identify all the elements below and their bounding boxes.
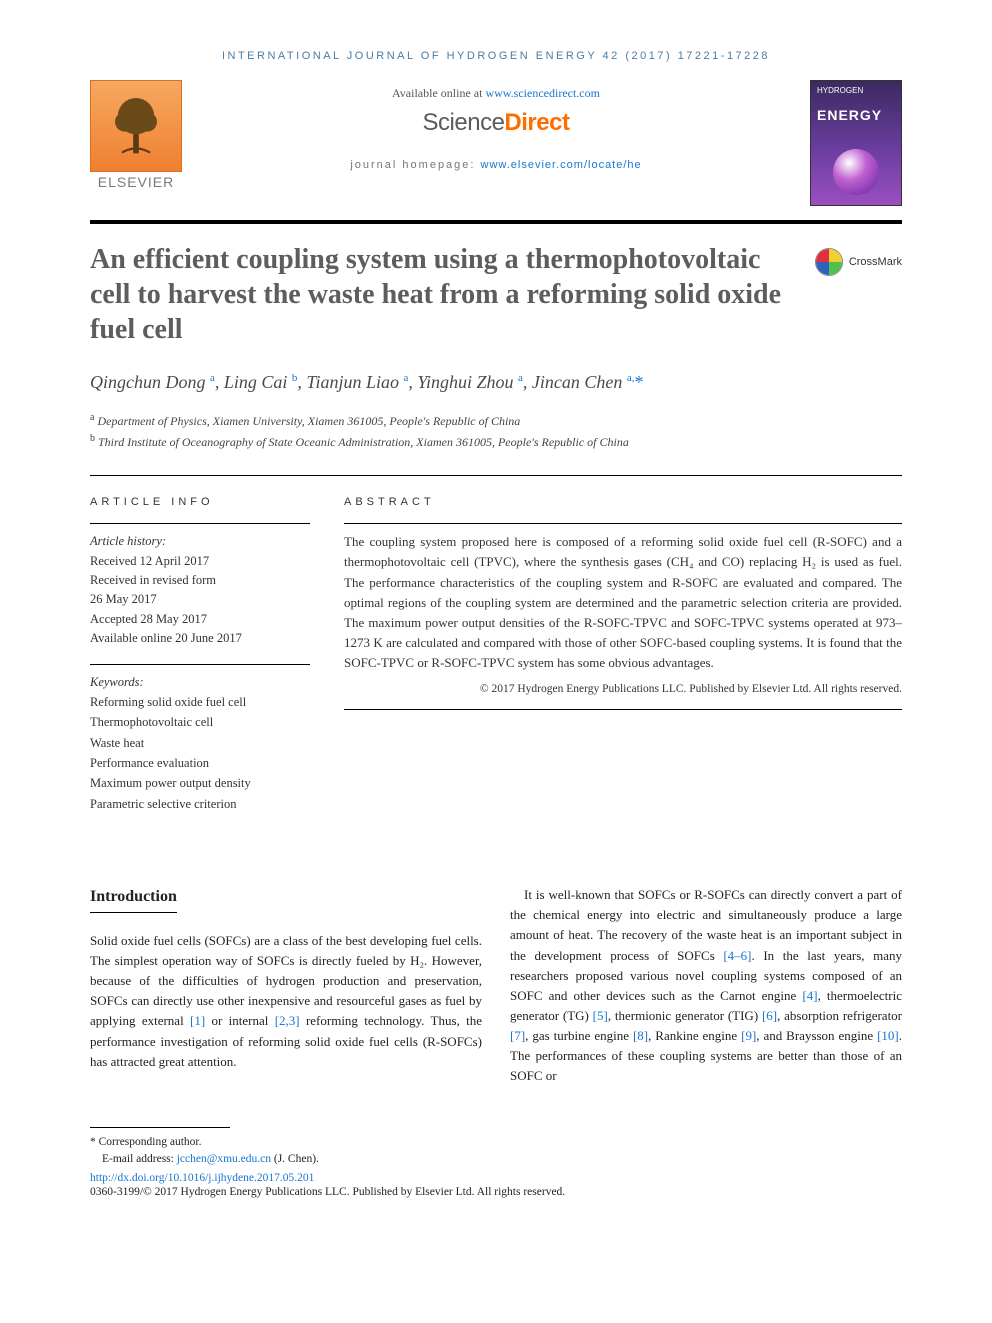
crossmark-icon bbox=[815, 248, 843, 276]
keywords-label: Keywords: bbox=[90, 673, 310, 692]
intro-paragraph-2: It is well-known that SOFCs or R-SOFCs c… bbox=[510, 885, 902, 1086]
cover-graphic-icon bbox=[833, 149, 879, 195]
article-history: Received 12 April 2017Received in revise… bbox=[90, 552, 310, 649]
sd-logo-part2: Direct bbox=[504, 109, 569, 136]
sciencedirect-link[interactable]: www.sciencedirect.com bbox=[485, 86, 600, 100]
cover-line-2: ENERGY bbox=[817, 107, 895, 123]
article-info-heading: ARTICLE INFO bbox=[90, 494, 310, 511]
keyword: Maximum power output density bbox=[90, 774, 310, 793]
affiliation: a Department of Physics, Xiamen Universi… bbox=[90, 410, 902, 431]
keywords-list: Reforming solid oxide fuel cellThermopho… bbox=[90, 693, 310, 814]
citation-link[interactable]: [9] bbox=[741, 1028, 756, 1043]
author: Yinghui Zhou a bbox=[417, 372, 523, 392]
abstract-column: ABSTRACT The coupling system proposed he… bbox=[344, 494, 902, 815]
intro-p1-b: or internal bbox=[205, 1013, 275, 1028]
journal-cover-thumbnail: HYDROGEN ENERGY bbox=[810, 80, 902, 206]
history-item: Received in revised form bbox=[90, 571, 310, 590]
history-item: Received 12 April 2017 bbox=[90, 552, 310, 571]
section-heading-introduction: Introduction bbox=[90, 885, 177, 913]
citation-link[interactable]: [8] bbox=[633, 1028, 648, 1043]
available-prefix: Available online at bbox=[392, 86, 485, 100]
intro-p2-h: , and Braysson engine bbox=[756, 1028, 877, 1043]
intro-p2-d: , thermionic generator (TIG) bbox=[608, 1008, 762, 1023]
crossmark-label: CrossMark bbox=[849, 256, 902, 268]
citation-link[interactable]: [5] bbox=[593, 1008, 608, 1023]
publisher-name: ELSEVIER bbox=[90, 174, 182, 190]
author-list: Qingchun Dong a, Ling Cai b, Tianjun Lia… bbox=[90, 369, 902, 396]
citation-link[interactable]: [2,3] bbox=[275, 1013, 300, 1028]
title-row: An efficient coupling system using a the… bbox=[90, 242, 902, 347]
doi-line: http://dx.doi.org/10.1016/j.ijhydene.201… bbox=[90, 1172, 902, 1184]
history-item: Available online 20 June 2017 bbox=[90, 629, 310, 648]
history-label: Article history: bbox=[90, 532, 310, 551]
doi-link[interactable]: http://dx.doi.org/10.1016/j.ijhydene.201… bbox=[90, 1172, 314, 1184]
citation-link[interactable]: [6] bbox=[762, 1008, 777, 1023]
sd-logo-part1: Science bbox=[423, 109, 505, 136]
citation-link[interactable]: [7] bbox=[510, 1028, 525, 1043]
citation-link[interactable]: [10] bbox=[877, 1028, 899, 1043]
email-label: E-mail address: bbox=[102, 1153, 177, 1165]
history-item: 26 May 2017 bbox=[90, 590, 310, 609]
affiliations: a Department of Physics, Xiamen Universi… bbox=[90, 410, 902, 451]
author: Tianjun Liao a bbox=[306, 372, 408, 392]
keyword: Waste heat bbox=[90, 734, 310, 753]
author: Qingchun Dong a bbox=[90, 372, 215, 392]
email-suffix: (J. Chen). bbox=[271, 1153, 319, 1165]
intro-p2-f: , gas turbine engine bbox=[525, 1028, 633, 1043]
publisher-logo: ELSEVIER bbox=[90, 80, 182, 190]
elsevier-tree-icon bbox=[90, 80, 182, 172]
cover-line-1: HYDROGEN bbox=[817, 87, 895, 96]
citation-link[interactable]: [1] bbox=[190, 1013, 205, 1028]
abstract-text: The coupling system proposed here is com… bbox=[344, 532, 902, 673]
body-columns: Introduction Solid oxide fuel cells (SOF… bbox=[90, 885, 902, 1086]
footer-block: * Corresponding author. E-mail address: … bbox=[90, 1127, 902, 1199]
keyword: Performance evaluation bbox=[90, 754, 310, 773]
citation-link[interactable]: [4] bbox=[802, 988, 817, 1003]
author: Jincan Chen a,* bbox=[532, 372, 644, 392]
journal-running-header: INTERNATIONAL JOURNAL OF HYDROGEN ENERGY… bbox=[90, 50, 902, 62]
abstract-copyright: © 2017 Hydrogen Energy Publications LLC.… bbox=[344, 681, 902, 699]
journal-homepage-line: journal homepage: www.elsevier.com/locat… bbox=[200, 159, 792, 171]
corresponding-author: * Corresponding author. E-mail address: … bbox=[90, 1134, 902, 1169]
masthead-center: Available online at www.sciencedirect.co… bbox=[200, 80, 792, 171]
intro-paragraph-1: Solid oxide fuel cells (SOFCs) are a cla… bbox=[90, 931, 482, 1072]
issn-copyright-line: 0360-3199/© 2017 Hydrogen Energy Publica… bbox=[90, 1186, 902, 1198]
history-item: Accepted 28 May 2017 bbox=[90, 610, 310, 629]
abstract-heading: ABSTRACT bbox=[344, 494, 902, 511]
article-info-column: ARTICLE INFO Article history: Received 1… bbox=[90, 494, 310, 815]
citation-link[interactable]: [4–6] bbox=[723, 948, 751, 963]
journal-homepage-link[interactable]: www.elsevier.com/locate/he bbox=[481, 159, 642, 171]
info-abstract-row: ARTICLE INFO Article history: Received 1… bbox=[90, 475, 902, 815]
keyword: Parametric selective criterion bbox=[90, 795, 310, 814]
keyword: Reforming solid oxide fuel cell bbox=[90, 693, 310, 712]
intro-p2-e: , absorption refrigerator bbox=[777, 1008, 902, 1023]
keyword: Thermophotovoltaic cell bbox=[90, 713, 310, 732]
article-title: An efficient coupling system using a the… bbox=[90, 242, 795, 347]
available-online-line: Available online at www.sciencedirect.co… bbox=[200, 86, 792, 101]
crossmark-badge[interactable]: CrossMark bbox=[815, 248, 902, 276]
masthead: ELSEVIER Available online at www.science… bbox=[90, 80, 902, 224]
intro-p2-g: , Rankine engine bbox=[648, 1028, 741, 1043]
affiliation: b Third Institute of Oceanography of Sta… bbox=[90, 431, 902, 452]
sciencedirect-logo: ScienceDirect bbox=[200, 109, 792, 137]
corr-label: * Corresponding author. bbox=[90, 1134, 902, 1151]
author: Ling Cai b bbox=[224, 372, 298, 392]
corr-email-link[interactable]: jcchen@xmu.edu.cn bbox=[177, 1153, 271, 1165]
homepage-prefix: journal homepage: bbox=[350, 159, 480, 171]
